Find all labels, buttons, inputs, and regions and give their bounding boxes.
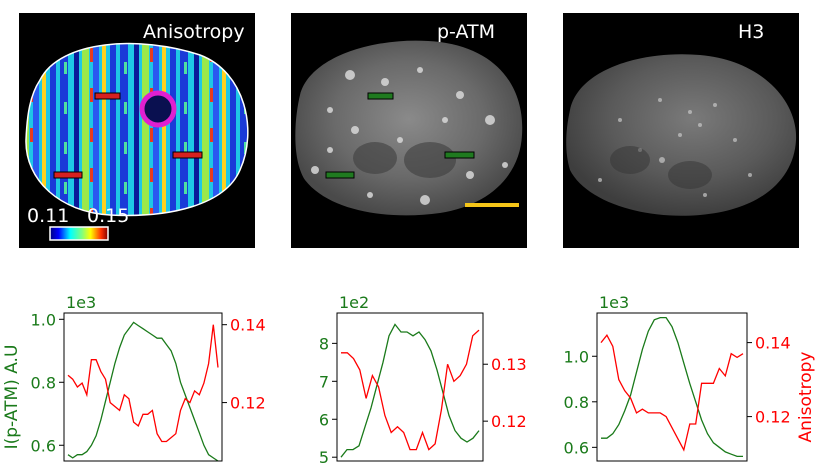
colorbar-min-label: 0.11 — [27, 205, 69, 227]
anisotropy-panel: Anisotropy 0.11 0.15 — [19, 13, 255, 248]
patm-panel: p-ATM — [291, 13, 527, 248]
h3-panel: H3 — [563, 13, 799, 248]
left-tick-label: 1.0 — [31, 310, 56, 329]
anisotropy-line — [67, 324, 219, 443]
left-tick-label: 0.6 — [564, 438, 589, 457]
anisotropy-roi-3 — [53, 171, 83, 179]
patm-nucleus — [295, 40, 523, 216]
right-tick-label: 0.12 — [491, 412, 527, 431]
patm-roi-1 — [367, 92, 394, 100]
left-tick-label: 6 — [319, 410, 329, 429]
left-tick-label: 0.6 — [31, 436, 56, 455]
left-axis-multiplier: 1e3 — [599, 293, 629, 312]
left-tick-label: 5 — [319, 448, 329, 467]
right-tick-label: 0.13 — [491, 355, 527, 374]
anisotropy-circle-marker — [139, 90, 177, 128]
patm-intensity-line — [601, 316, 743, 458]
right-tick-label: 0.12 — [230, 394, 266, 413]
right-axis-label: Anisotropy — [796, 352, 816, 443]
patm-roi-3 — [325, 171, 355, 179]
right-tick-label: 0.14 — [230, 316, 266, 335]
left-axis-multiplier: 1e2 — [339, 293, 369, 312]
left-tick-label: 1.0 — [564, 347, 589, 366]
patm-foci — [311, 67, 508, 205]
line-chart-3: 0.6 0.8 1.0 0.12 0.14 1e3 Anisotropy — [564, 293, 816, 462]
anisotropy-roi-2 — [172, 151, 203, 159]
left-tick-label: 8 — [319, 334, 329, 353]
anisotropy-roi-1 — [94, 92, 121, 100]
anisotropy-nucleus — [25, 42, 249, 217]
line-chart-2: 5 6 7 8 0.12 0.13 1e2 — [319, 293, 527, 467]
colorbar-max-label: 0.15 — [87, 205, 129, 227]
line-chart-1: 0.6 0.8 1.0 0.12 0.14 1e3 I(p-ATM) A.U — [2, 293, 266, 462]
h3-title: H3 — [738, 21, 764, 43]
anisotropy-line — [600, 334, 744, 452]
colorbar — [49, 226, 109, 241]
patm-intensity-line — [340, 323, 480, 458]
left-tick-label: 0.8 — [31, 373, 56, 392]
plot-frame — [596, 312, 748, 462]
scale-bar — [465, 203, 519, 207]
plot-frame — [63, 312, 223, 462]
right-tick-label: 0.12 — [755, 408, 791, 427]
anisotropy-title: Anisotropy — [143, 21, 245, 43]
left-axis-label: I(p-ATM) A.U — [2, 345, 22, 450]
plot-frame — [336, 312, 484, 462]
right-tick-label: 0.14 — [755, 334, 791, 353]
left-tick-label: 7 — [319, 372, 329, 391]
patm-roi-2 — [444, 151, 475, 159]
anisotropy-line — [341, 329, 480, 451]
left-tick-label: 0.8 — [564, 393, 589, 412]
left-axis-multiplier: 1e3 — [66, 293, 96, 312]
patm-intensity-line — [67, 321, 219, 462]
patm-title: p-ATM — [437, 21, 495, 43]
